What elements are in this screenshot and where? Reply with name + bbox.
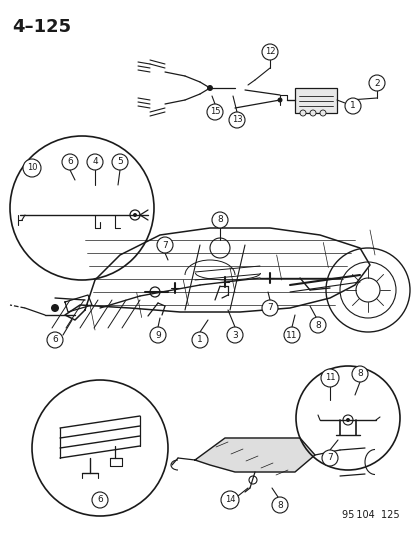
Circle shape	[157, 237, 173, 253]
Text: 2: 2	[373, 78, 379, 87]
Circle shape	[221, 491, 238, 509]
Text: 8: 8	[216, 215, 222, 224]
Circle shape	[277, 98, 282, 102]
Circle shape	[351, 366, 367, 382]
Text: 6: 6	[52, 335, 58, 344]
Text: 8: 8	[314, 320, 320, 329]
Circle shape	[226, 327, 242, 343]
Circle shape	[192, 332, 207, 348]
Circle shape	[92, 492, 108, 508]
Circle shape	[47, 332, 63, 348]
Circle shape	[206, 85, 212, 91]
Text: 1: 1	[197, 335, 202, 344]
Text: 4–125: 4–125	[12, 18, 71, 36]
Text: 11: 11	[285, 330, 297, 340]
Circle shape	[23, 159, 41, 177]
Circle shape	[345, 418, 349, 422]
Polygon shape	[195, 438, 314, 472]
Text: 5: 5	[117, 157, 123, 166]
Circle shape	[309, 317, 325, 333]
Circle shape	[261, 44, 277, 60]
Circle shape	[319, 110, 325, 116]
Circle shape	[261, 300, 277, 316]
Text: 13: 13	[231, 116, 242, 125]
FancyBboxPatch shape	[294, 88, 336, 113]
Circle shape	[211, 212, 228, 228]
Circle shape	[133, 213, 137, 217]
Circle shape	[87, 154, 103, 170]
Text: 8: 8	[356, 369, 362, 378]
Text: 7: 7	[266, 303, 272, 312]
Text: 3: 3	[232, 330, 237, 340]
Text: 7: 7	[162, 240, 167, 249]
Circle shape	[51, 304, 59, 312]
Text: 6: 6	[67, 157, 73, 166]
Circle shape	[368, 75, 384, 91]
Text: 1: 1	[349, 101, 355, 110]
Circle shape	[299, 110, 305, 116]
Text: 4: 4	[92, 157, 97, 166]
Circle shape	[283, 327, 299, 343]
Text: 10: 10	[27, 164, 37, 173]
Circle shape	[309, 110, 315, 116]
Text: 11: 11	[324, 374, 335, 383]
Circle shape	[150, 327, 166, 343]
Circle shape	[62, 154, 78, 170]
Circle shape	[206, 104, 223, 120]
Text: 9: 9	[155, 330, 161, 340]
Circle shape	[228, 112, 244, 128]
Text: 7: 7	[326, 454, 332, 463]
Circle shape	[271, 497, 287, 513]
Text: 6: 6	[97, 496, 102, 505]
Text: 15: 15	[209, 108, 220, 117]
Text: 8: 8	[276, 500, 282, 510]
Circle shape	[321, 450, 337, 466]
Text: 12: 12	[264, 47, 275, 56]
Circle shape	[344, 98, 360, 114]
Text: 95 104  125: 95 104 125	[342, 510, 399, 520]
Text: 14: 14	[224, 496, 235, 505]
Circle shape	[320, 369, 338, 387]
Circle shape	[112, 154, 128, 170]
